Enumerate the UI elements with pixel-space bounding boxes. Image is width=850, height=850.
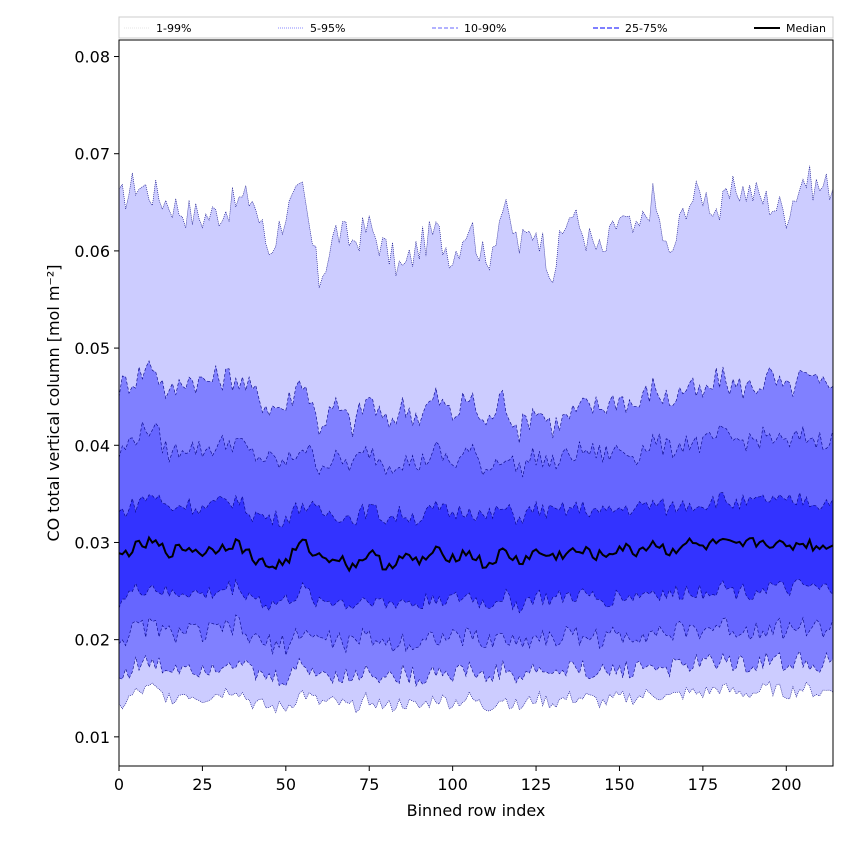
median-line: [118, 535, 834, 573]
x-tick-label: 150: [604, 775, 635, 794]
x-tick-label: 25: [192, 775, 212, 794]
legend-label: 25-75%: [625, 22, 667, 35]
y-tick-label: 0.07: [74, 145, 110, 164]
y-axis: 0.01 0.02 0.03 0.04 0.05 0.06 0.07 0.08: [74, 48, 119, 747]
x-tick-label: 0: [114, 775, 124, 794]
band-25-75-area: [119, 492, 833, 613]
x-axis-label: Binned row index: [407, 801, 546, 820]
legend-label: 5-95%: [310, 22, 345, 35]
x-tick-label: 75: [359, 775, 379, 794]
band-edge-line: [118, 420, 834, 478]
band-edge-line: [118, 360, 834, 444]
plot-frame: [118, 39, 834, 767]
y-tick-label: 0.05: [74, 339, 110, 358]
y-tick-label: 0.02: [74, 631, 110, 650]
band-edge-line: [118, 578, 834, 614]
x-tick-label: 200: [771, 775, 802, 794]
x-tick-label: 125: [521, 775, 552, 794]
band-edges: [118, 165, 834, 714]
y-tick-label: 0.01: [74, 728, 110, 747]
legend-box: [118, 16, 834, 39]
band-edge-line: [118, 681, 834, 714]
x-tick-label: 50: [276, 775, 296, 794]
x-axis: 0 25 50 75 100 125 150 175 200: [114, 766, 802, 794]
x-tick-label: 100: [437, 775, 468, 794]
x-tick-label: 175: [688, 775, 719, 794]
y-tick-label: 0.04: [74, 436, 110, 455]
band-edge-line: [118, 165, 834, 288]
y-tick-label: 0.03: [74, 533, 110, 552]
y-tick-label: 0.06: [74, 242, 110, 261]
median-series-line: [118, 535, 834, 573]
y-tick-label: 0.08: [74, 48, 110, 67]
band-edge-line: [118, 491, 834, 528]
legend-label: Median: [786, 22, 826, 35]
y-axis-label: CO total vertical column [mol m⁻²]: [44, 264, 63, 541]
legend-label: 1-99%: [156, 22, 191, 35]
legend-label: 10-90%: [464, 22, 506, 35]
legend: 1-99% 5-95% 10-90% 25-75% Median: [118, 16, 834, 39]
